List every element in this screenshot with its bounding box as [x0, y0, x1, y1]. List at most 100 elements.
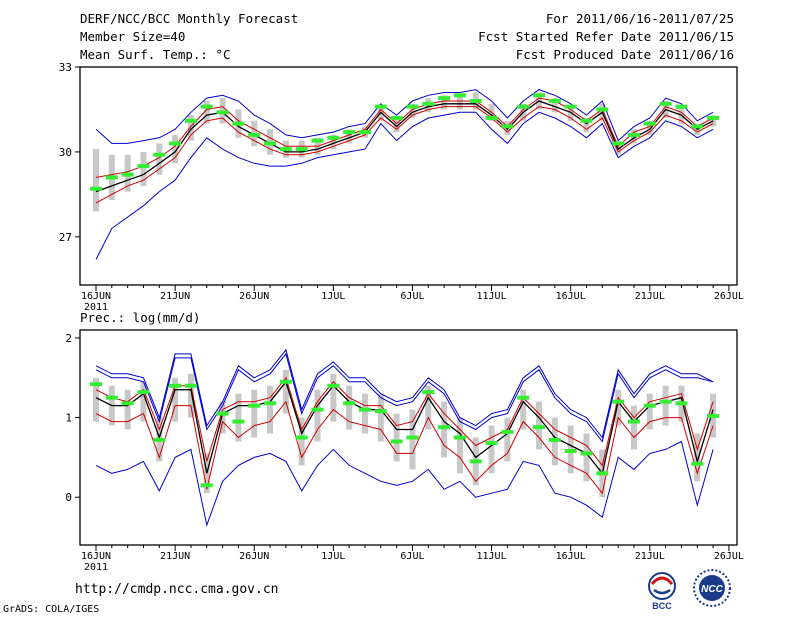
median-marker: [564, 449, 577, 454]
ensemble-box: [235, 393, 242, 442]
median-marker: [707, 115, 720, 120]
series-upper-line: [95, 97, 714, 178]
x-tick-label: 11JUL: [477, 551, 507, 562]
series-lower-line: [95, 400, 714, 495]
fcst-produced-date: Fcst Produced Date 2011/06/16: [515, 47, 734, 62]
ensemble-box: [520, 389, 527, 430]
x-tick-label: 26JUL: [714, 551, 744, 562]
median-marker: [137, 390, 150, 395]
ensemble-box: [346, 129, 353, 144]
median-marker: [374, 409, 387, 414]
median-marker: [264, 401, 277, 406]
series-mean-line: [95, 100, 714, 193]
ncc-logo: NCC: [693, 569, 731, 607]
y-tick-label: 27: [59, 231, 72, 244]
ensemble-box: [630, 405, 637, 450]
x-tick-label: 1JUL: [321, 551, 345, 562]
x-tick-label: 16JUN: [81, 551, 111, 562]
x-tick-label: 21JUL: [635, 291, 665, 302]
x-tick-label: 16JUL: [556, 551, 586, 562]
x-tick-label: 21JUL: [635, 551, 665, 562]
median-marker: [548, 98, 561, 103]
fcst-started-date: Fcst Started Refer Date 2011/06/15: [478, 29, 734, 44]
y-tick-label: 2: [65, 332, 72, 345]
median-marker: [343, 130, 356, 135]
series-max-line: [95, 348, 714, 439]
ensemble-box: [441, 401, 448, 458]
median-marker: [675, 104, 688, 109]
median-marker: [533, 93, 546, 98]
ensemble-box: [330, 373, 337, 422]
temperature-panel: 27 30 33 16JUN 21JUN 26JUN 1JUL 6JUL 11JUL 16JUL 2…: [59, 61, 744, 313]
bcc-logo-text: BCC: [652, 601, 672, 611]
median-marker: [169, 141, 182, 146]
forecast-period: For 2011/06/16-2011/07/25: [545, 11, 734, 26]
x-tick-label: 21JUN: [160, 291, 190, 302]
x-tick-label: 6JUL: [400, 291, 424, 302]
median-marker: [548, 437, 561, 442]
year-label: 2011: [84, 562, 108, 573]
median-marker: [422, 390, 435, 395]
ensemble-box: [187, 373, 194, 418]
median-marker: [90, 382, 102, 387]
median-marker: [200, 104, 213, 109]
x-tick-label: 6JUL: [400, 551, 424, 562]
median-marker: [248, 132, 261, 137]
x-tick-label: 1JUL: [321, 291, 345, 302]
ensemble-box: [393, 413, 400, 462]
ensemble-box: [282, 369, 289, 414]
series-min-line: [95, 440, 714, 527]
median-marker: [343, 401, 356, 406]
ensemble-box: [504, 417, 511, 462]
median-marker: [707, 414, 720, 418]
median-marker: [121, 401, 134, 406]
median-marker: [501, 429, 514, 434]
ensemble-box: [441, 95, 448, 110]
ensemble-box: [583, 117, 590, 133]
ensemble-box: [251, 389, 258, 438]
series-upper-line: [95, 376, 714, 467]
ensemble-box: [393, 117, 400, 133]
ensemble-box: [203, 100, 210, 124]
median-marker: [279, 147, 292, 152]
median-marker: [438, 425, 451, 430]
ensemble-box: [551, 98, 558, 113]
median-marker: [659, 101, 672, 106]
precipitation-panel: 0 1 2 16JUN 21JUN 26JUN 1JUL 6JUL 11JUL 16JUL 21JU…: [65, 329, 744, 573]
ensemble-box: [583, 433, 590, 482]
median-marker: [374, 104, 387, 109]
ensemble-box: [567, 106, 574, 121]
median-marker: [232, 121, 245, 126]
year-label: 2011: [84, 302, 108, 313]
temperature-frame: [79, 66, 738, 286]
ensemble-box: [140, 151, 147, 186]
median-marker: [295, 435, 308, 440]
median-marker: [105, 395, 118, 400]
source-url[interactable]: http://cmdp.ncc.cma.gov.cn: [75, 582, 279, 597]
ensemble-box: [409, 103, 416, 118]
ensemble-box: [361, 393, 368, 434]
ensemble-box: [615, 389, 622, 426]
ensemble-box: [646, 393, 653, 430]
x-tick-label: 21JUN: [160, 551, 190, 562]
median-marker: [643, 403, 656, 408]
ensemble-box: [140, 381, 147, 422]
ensemble-box: [662, 385, 669, 426]
median-marker: [627, 132, 640, 137]
ensemble-box: [314, 389, 321, 442]
variable-label: Mean Surf. Temp.: °C: [80, 47, 231, 62]
x-tick-label: 16JUL: [556, 291, 586, 302]
ensemble-box: [219, 401, 226, 434]
ensemble-box: [172, 377, 179, 422]
x-tick-label: 26JUN: [239, 551, 269, 562]
logos: BCC NCC: [648, 569, 731, 611]
median-marker: [153, 152, 166, 157]
ensemble-box: [156, 143, 163, 175]
ensemble-box: [488, 425, 495, 474]
ensemble-box: [456, 95, 463, 110]
median-marker: [216, 411, 229, 416]
ensemble-box: [377, 106, 384, 121]
median-marker: [659, 399, 672, 404]
precipitation-frame: [79, 329, 738, 546]
